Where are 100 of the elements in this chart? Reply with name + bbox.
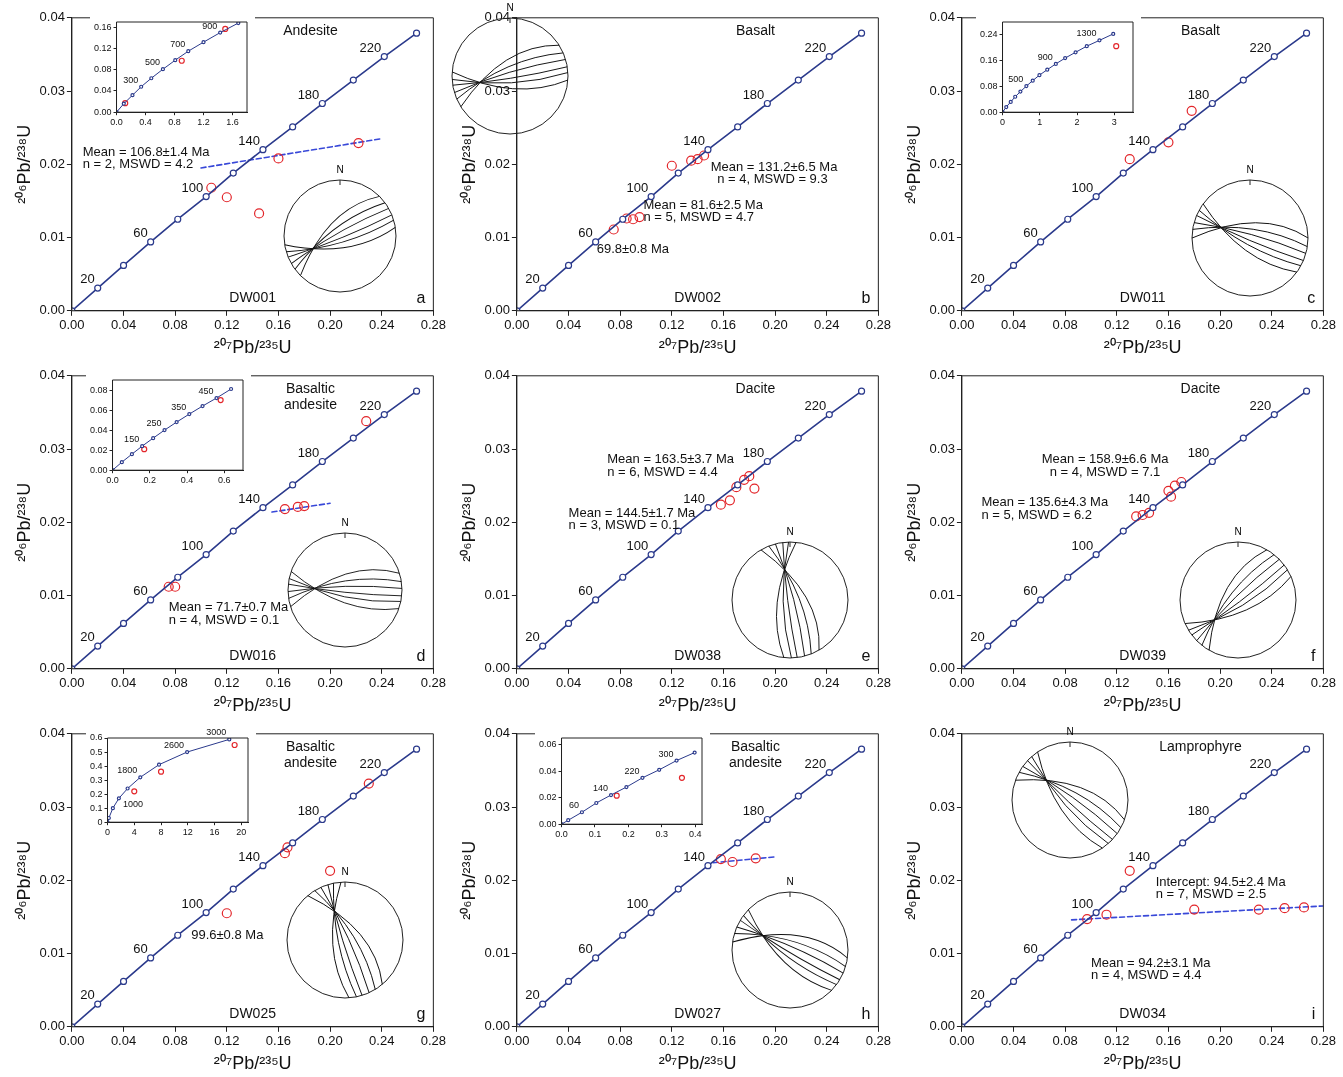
y-tick-label: 0.01 [484,945,510,961]
x-tick-label: 0.3 [655,829,669,840]
annotation: 250 [146,418,162,429]
y-tick-label: 0.08 [979,80,998,91]
annotation: 140 [1128,132,1150,148]
x-tick-label: 0.24 [369,675,395,691]
chart-title: Lamprophyre [1159,737,1242,754]
x-tick-label: 0.12 [214,317,240,333]
y-axis-title: ²⁰⁶Pb/²³⁸U [458,482,479,562]
x-tick-label: 0.28 [1310,1033,1337,1049]
annotation: 300 [123,74,139,85]
x-tick-label: 0.08 [1052,317,1078,333]
x-tick-label: 0.08 [607,675,633,691]
y-tick-label: 0.01 [929,587,955,603]
annotation: 60 [578,941,593,957]
stereonet-diagram: N [730,876,850,1010]
x-tick-label: 2 [1074,117,1080,128]
y-tick-label: 0.04 [39,725,65,741]
x-tick-label: 1 [1037,117,1043,128]
text: DW016 [229,646,277,663]
annotation: 100 [1071,179,1094,195]
annotation: 300 [658,748,674,759]
annotation: d [416,647,426,665]
y-tick-label: 0.02 [929,513,955,529]
x-tick-label: 0.16 [1155,675,1182,691]
x-tick-label: 0.4 [139,117,152,128]
annotation: 140 [683,848,705,864]
annotation: 140 [238,848,260,864]
x-tick-label: 0.00 [59,675,85,691]
y-axis-title: ²⁰⁶Pb/²³⁸U [13,840,34,920]
x-tick-label: 0.12 [1104,1033,1130,1049]
annotation: 220 [359,755,382,771]
x-tick-label: 0.04 [110,1033,137,1049]
annotation: Mean = 163.5±3.7 Ma [607,451,735,467]
text: DW002 [674,288,722,305]
text: DW039 [1119,646,1167,663]
annotation: 60 [133,941,148,957]
annotation: 220 [804,755,827,771]
x-tick-label: 12 [182,827,193,838]
annotation: 180 [297,86,320,102]
x-tick-label: 0.0 [110,117,123,128]
y-axis-title: ²⁰⁶Pb/²³⁸U [458,840,479,920]
y-tick-label: 0.00 [929,660,955,676]
annotation: N [1234,526,1242,537]
annotation: 180 [742,86,765,102]
x-axis-title: ²⁰⁷Pb/²³⁵U [213,1053,292,1074]
y-tick-label: 0.01 [39,229,65,245]
x-tick-label: 0.16 [710,317,737,333]
annotation: 140 [592,783,609,794]
x-tick-label: 0.24 [1259,317,1285,333]
y-tick-label: 0.03 [929,440,955,456]
text: DW027 [674,1004,722,1021]
y-tick-label: 0.02 [484,155,510,171]
y-tick-label: 0.03 [929,82,955,98]
x-tick-label: 1.2 [197,117,210,128]
annotation: 60 [133,225,148,241]
x-tick-label: 0.04 [555,675,582,691]
annotation: 180 [297,802,320,818]
annotation: 60 [1023,583,1038,599]
x-tick-label: 0.24 [369,317,395,333]
x-tick-label: 0.04 [555,317,582,333]
annotation: b [861,289,871,307]
annotation: 69.8±0.8 Ma [596,240,670,256]
x-tick-label: 0.20 [1207,1033,1233,1049]
x-tick-label: 0.08 [162,675,188,691]
annotation: 180 [742,802,765,818]
x-tick-label: 0.24 [1259,675,1285,691]
x-tick-label: 0.28 [420,675,447,691]
x-tick-label: 0.08 [607,1033,633,1049]
annotation: 180 [1187,86,1210,102]
y-tick-label: 0.04 [39,9,65,25]
annotation: 150 [124,434,140,445]
annotation: 500 [144,57,160,68]
y-tick-label: 0.5 [90,746,103,757]
y-axis-title: ²⁰⁶Pb/²³⁸U [903,482,924,562]
x-tick-label: 0.08 [1052,675,1078,691]
x-tick-label: 16 [209,827,220,838]
x-tick-label: 0.28 [865,675,892,691]
x-tick-label: 0.16 [1155,317,1182,333]
x-tick-label: 0.04 [1000,317,1027,333]
annotation: 220 [1249,39,1272,55]
annotation: g [416,1005,426,1023]
annotation: Mean = 135.6±4.3 Ma [981,493,1109,509]
annotation: 99.6±0.8 Ma [191,926,265,942]
x-tick-label: 0.24 [1259,1033,1285,1049]
x-tick-label: 0.12 [1104,317,1130,333]
annotation: 100 [181,895,204,911]
annotation: n = 4, MSWD = 7.1 [1049,464,1161,480]
annotation: 140 [1128,848,1150,864]
y-axis-title: ²⁰⁶Pb/²³⁸U [458,124,479,204]
y-tick-label: 0.01 [929,945,955,961]
y-tick-label: 0.00 [484,1018,510,1034]
y-tick-label: 0.02 [929,155,955,171]
x-tick-label: 0.20 [762,675,788,691]
x-tick-label: 0.1 [588,829,602,840]
y-tick-label: 0.03 [484,440,510,456]
x-tick-label: 0.08 [162,317,188,333]
x-tick-label: 0.12 [659,675,685,691]
x-tick-label: 0.24 [814,317,840,333]
annotation: 180 [742,444,765,460]
